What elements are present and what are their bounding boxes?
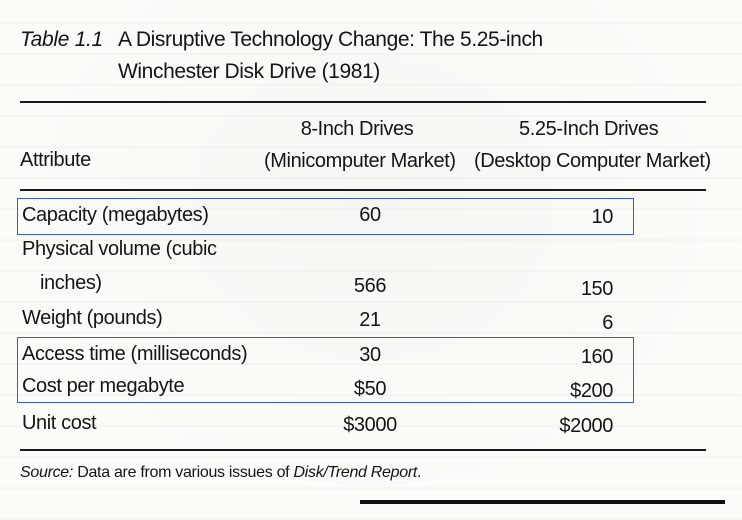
- header-525inch-line1: 5.25-Inch Drives: [519, 118, 659, 140]
- row-unit-cost-525inch: $2000: [559, 415, 613, 437]
- page-edge-rule: [360, 500, 725, 504]
- row-weight-8inch: 21: [359, 309, 381, 331]
- header-525inch-line2: (Desktop Computer Market): [474, 150, 711, 172]
- row-cost-per-mb-525inch: $200: [570, 380, 613, 402]
- source-end: .: [417, 464, 422, 481]
- table-label: Table 1.1: [20, 28, 103, 51]
- row-cost-per-mb-8inch: $50: [353, 378, 387, 400]
- highlight-box-capacity: [17, 198, 634, 235]
- row-unit-cost-attribute: Unit cost: [22, 412, 97, 434]
- source-note: Source: Data are from various issues of …: [20, 464, 421, 482]
- table-title-line2: Winchester Disk Drive (1981): [118, 60, 380, 83]
- row-access-time-525inch: 160: [580, 346, 614, 368]
- row-access-time-8inch: 30: [359, 344, 381, 366]
- table-title-line1: A Disruptive Technology Change: The 5.25…: [118, 28, 543, 51]
- row-weight-attribute: Weight (pounds): [22, 307, 163, 329]
- header-8inch-line1: 8-Inch Drives: [300, 118, 414, 140]
- row-capacity-attribute: Capacity (megabytes): [22, 204, 209, 226]
- source-publication: Disk/Trend Report: [293, 464, 418, 481]
- row-weight-525inch: 6: [602, 312, 613, 334]
- row-volume-525inch: 150: [580, 278, 614, 300]
- top-rule: [20, 101, 706, 103]
- row-unit-cost-8inch: $3000: [343, 414, 397, 436]
- row-capacity-525inch: 10: [591, 206, 614, 228]
- source-label: Source:: [20, 464, 74, 481]
- header-rule: [20, 189, 706, 191]
- row-volume-8inch: 566: [353, 275, 387, 297]
- highlight-box-access-cost: [17, 337, 634, 403]
- header-8inch-line2: (Minicomputer Market): [264, 150, 456, 172]
- row-capacity-8inch: 60: [359, 204, 381, 226]
- row-volume-attribute-line1: Physical volume (cubic: [22, 238, 217, 260]
- row-access-time-attribute: Access time (milliseconds): [22, 343, 248, 365]
- row-cost-per-mb-attribute: Cost per megabyte: [22, 375, 185, 397]
- source-text: Data are from various issues of: [77, 464, 290, 481]
- row-volume-attribute-line2: inches): [40, 272, 102, 294]
- bottom-rule: [20, 449, 706, 451]
- header-attribute: Attribute: [20, 149, 91, 171]
